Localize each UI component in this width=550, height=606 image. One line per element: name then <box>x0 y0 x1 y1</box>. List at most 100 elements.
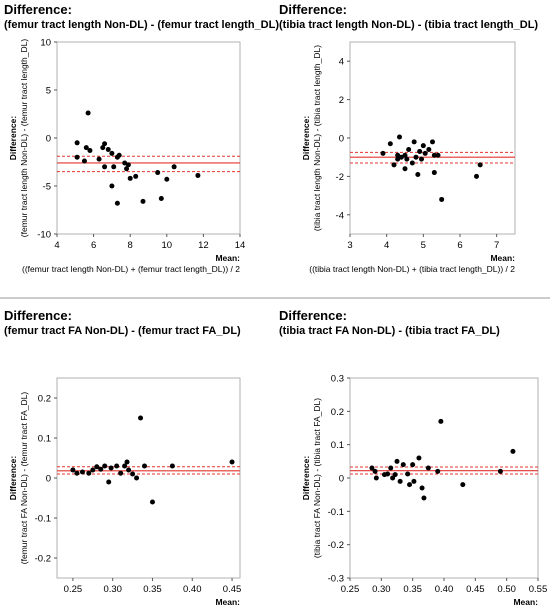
data-point <box>90 467 96 473</box>
data-point <box>81 158 87 164</box>
data-point <box>430 139 435 145</box>
data-point <box>402 152 408 158</box>
data-point <box>125 162 131 168</box>
chart-title: Difference: <box>4 308 72 323</box>
data-point <box>126 467 132 473</box>
data-point <box>130 471 136 477</box>
data-point <box>413 154 419 160</box>
y-tick-label: 0.2 <box>331 407 344 418</box>
data-point <box>416 455 422 461</box>
chart-subtitle: (femur tract FA Non-DL) - (femur tract F… <box>4 325 241 337</box>
y-tick-label: -4 <box>336 210 344 221</box>
y-tick-label: -0.2 <box>35 554 51 565</box>
data-point <box>109 183 115 189</box>
x-tick-label: 10 <box>162 240 173 251</box>
data-point <box>394 458 400 464</box>
x-axis-label-bold: Mean: <box>513 597 538 606</box>
y-tick-label: -5 <box>43 182 51 193</box>
data-point <box>385 471 391 477</box>
x-axis-label: ((femur tract length Non-DL) + (femur tr… <box>22 264 240 274</box>
y-tick-label: 0.1 <box>331 440 344 451</box>
y-tick-label: 0.1 <box>38 434 51 445</box>
data-point <box>74 470 80 476</box>
y-tick-label: -2 <box>336 172 344 183</box>
y-tick-label: -0.3 <box>328 574 344 585</box>
data-point <box>83 145 89 151</box>
data-point <box>116 152 122 158</box>
data-point <box>155 170 161 176</box>
y-tick-label: -0.2 <box>328 540 344 551</box>
data-point <box>158 195 164 201</box>
data-point <box>411 478 417 484</box>
x-tick-label: 5 <box>421 240 426 251</box>
data-point <box>372 468 378 474</box>
data-point <box>171 164 177 170</box>
data-point <box>409 160 415 166</box>
plot-frame <box>349 41 516 235</box>
data-point <box>402 166 408 172</box>
x-tick-label: 14 <box>235 240 246 251</box>
data-point <box>109 150 115 156</box>
data-point <box>395 152 401 158</box>
data-point <box>380 150 386 156</box>
data-point <box>426 147 432 153</box>
x-tick-label: 0.25 <box>64 584 83 595</box>
x-tick-label: 0.55 <box>529 584 548 595</box>
x-tick-label: 6 <box>457 240 462 251</box>
y-axis-label: (femur tract FA Non-DL) - (femur tract F… <box>19 392 29 565</box>
y-tick-label: -10 <box>37 230 51 241</box>
data-point <box>134 475 140 481</box>
x-tick-label: 6 <box>91 240 96 251</box>
y-tick-label: 5 <box>46 86 51 97</box>
chart-title: Difference: <box>279 308 347 323</box>
x-axis-label-bold: Mean: <box>490 253 515 263</box>
data-point <box>397 134 402 140</box>
data-point <box>105 147 111 153</box>
data-point <box>510 448 516 454</box>
x-tick-label: 4 <box>54 240 59 251</box>
x-axis-label: ((tibia tract length Non-DL) + (tibia tr… <box>309 264 515 274</box>
y-tick-label: 0 <box>46 474 51 485</box>
y-tick-label: 10 <box>40 38 51 49</box>
data-point <box>86 470 92 476</box>
y-tick-label: 0 <box>339 134 344 145</box>
y-tick-label: 0 <box>46 134 51 145</box>
data-point <box>122 463 128 469</box>
data-point <box>164 176 170 182</box>
data-point <box>397 478 403 484</box>
x-tick-label: 0.30 <box>103 584 122 595</box>
data-point <box>406 147 412 153</box>
chart-title: Difference: <box>4 2 72 17</box>
y-tick-label: 0.3 <box>331 374 344 385</box>
data-point <box>118 470 124 476</box>
data-point <box>111 164 117 170</box>
x-tick-label: 0.50 <box>497 584 516 595</box>
data-point <box>74 140 80 146</box>
data-point <box>229 459 235 465</box>
data-point <box>100 145 106 151</box>
chart-subtitle: (femur tract length Non-DL) - (femur tra… <box>4 19 279 31</box>
data-point <box>102 164 108 170</box>
chart-panel-1: Difference:(femur tract length Non-DL) -… <box>4 2 279 274</box>
y-axis-label: (femur tract length Non-DL) - (femur tra… <box>19 39 29 238</box>
data-point <box>417 148 423 154</box>
data-point <box>392 472 398 478</box>
data-point <box>410 462 416 468</box>
data-point <box>127 175 133 181</box>
data-point <box>133 173 139 179</box>
y-tick-label: 2 <box>339 95 344 106</box>
data-point <box>407 482 413 488</box>
data-point <box>98 466 104 472</box>
data-point <box>124 459 130 465</box>
x-tick-label: 0.45 <box>223 584 242 595</box>
data-point <box>369 465 375 471</box>
data-point <box>124 166 130 172</box>
x-tick-label: 4 <box>384 240 389 251</box>
data-point <box>388 465 394 471</box>
y-tick-label: -0.1 <box>35 514 51 525</box>
y-axis-label-bold: Difference: <box>8 116 18 161</box>
data-point <box>108 465 114 471</box>
data-point <box>400 462 406 468</box>
data-point <box>439 196 445 202</box>
